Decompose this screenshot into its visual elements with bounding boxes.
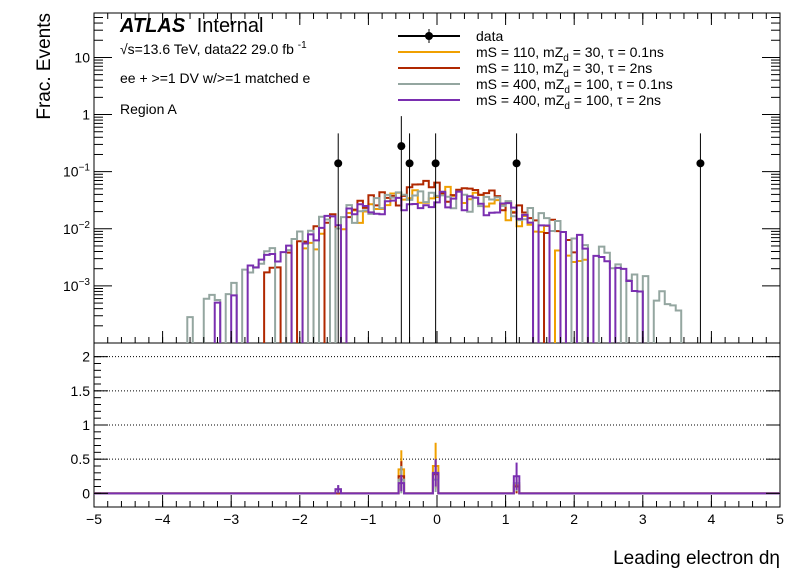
x-tick-label: −4 [155,511,171,527]
energy-text: √s=13.6 TeV, data22 29.0 fb [120,41,294,57]
legend-label-subscript: d [564,101,570,112]
data-point [397,142,406,151]
legend-label-text: data [476,28,503,44]
data-point [431,159,440,168]
ratio-y-tick-label: 0.5 [71,451,91,467]
energy-exponent: -1 [298,40,307,51]
data-point [696,159,705,168]
ratio-y-tick-label: 1.5 [71,383,91,399]
x-tick-label: 5 [776,511,784,527]
y-tick-label: 10−3 [63,277,90,294]
y-tick-label-exponent: −1 [79,163,91,174]
x-tick-label: 3 [639,511,647,527]
data-point [405,159,414,168]
x-tick-label: −1 [360,511,376,527]
y-tick-label-base: 10 [63,164,79,180]
legend-label-text: mS = 110, mZ [476,44,564,60]
energy-lumi-label: √s=13.6 TeV, data22 29.0 fb -1 [120,40,307,57]
ratio-y-tick-label: 2 [82,349,90,365]
data-point [512,159,521,168]
legend-label-text: = 30, τ = 0.1ns [569,44,664,60]
legend-label-subscript: d [563,69,569,80]
y-tick-label-base: 10 [74,49,90,65]
x-tick-label: −2 [292,511,308,527]
region-label: Region A [120,101,177,117]
histogram-series-2 [263,179,578,343]
ratio-y-tick-label: 0 [82,485,90,501]
y-tick-label-base: 10 [63,278,79,294]
atlas-label-bold: ATLAS [119,15,186,37]
atlas-label: ATLAS Internal [119,15,263,37]
legend-label-text: = 100, τ = 0.1ns [570,76,673,92]
x-tick-label: 0 [433,511,441,527]
histogram-series-3 [186,190,683,343]
legend-label: mS = 400, mZd = 100, τ = 0.1ns [476,76,673,96]
legend-marker [425,32,433,40]
y-tick-label: 10 [74,49,90,65]
legend-label-text: = 30, τ = 2ns [569,60,652,76]
ratio-series-4 [94,471,780,495]
y-tick-label: 10−2 [63,220,90,237]
legend-label-text: mS = 400, mZ [476,92,565,108]
legend-label-text: mS = 400, mZ [476,76,565,92]
y-tick-label: 1 [82,107,90,123]
histogram-series-4 [213,190,644,343]
legend-label: mS = 110, mZd = 30, τ = 2ns [476,60,652,80]
y-tick-label-exponent: −3 [79,277,91,288]
y-tick-label-base: 10 [63,221,79,237]
y-tick-label-exponent: −2 [79,220,91,231]
x-axis-title: Leading electron dη [613,548,780,569]
legend-label-text: mS = 110, mZ [476,60,564,76]
legend-label: mS = 110, mZd = 30, τ = 0.1ns [476,44,664,64]
x-tick-label: −5 [86,511,102,527]
histogram-group [186,116,705,343]
selection-label: ee + >=1 DV w/>=1 matched e [120,70,311,86]
x-tick-label: −3 [223,511,239,527]
x-tick-label: 1 [502,511,510,527]
atlas-status: Internal [197,15,264,37]
x-tick-label: 4 [708,511,716,527]
y-axis-title: Frac. Events [34,13,55,120]
legend-label: data [476,28,503,44]
data-point [334,159,343,168]
legend-label-subscript: d [563,53,569,64]
x-tick-label: 2 [570,511,578,527]
ratio-y-tick-label: 1 [82,417,90,433]
y-tick-label: 10−1 [63,163,90,180]
y-tick-label-base: 1 [82,107,90,123]
legend-label-text: = 100, τ = 2ns [570,92,661,108]
legend-label: mS = 400, mZd = 100, τ = 2ns [476,92,661,112]
ratio-group [94,442,780,495]
legend-label-subscript: d [564,85,570,96]
